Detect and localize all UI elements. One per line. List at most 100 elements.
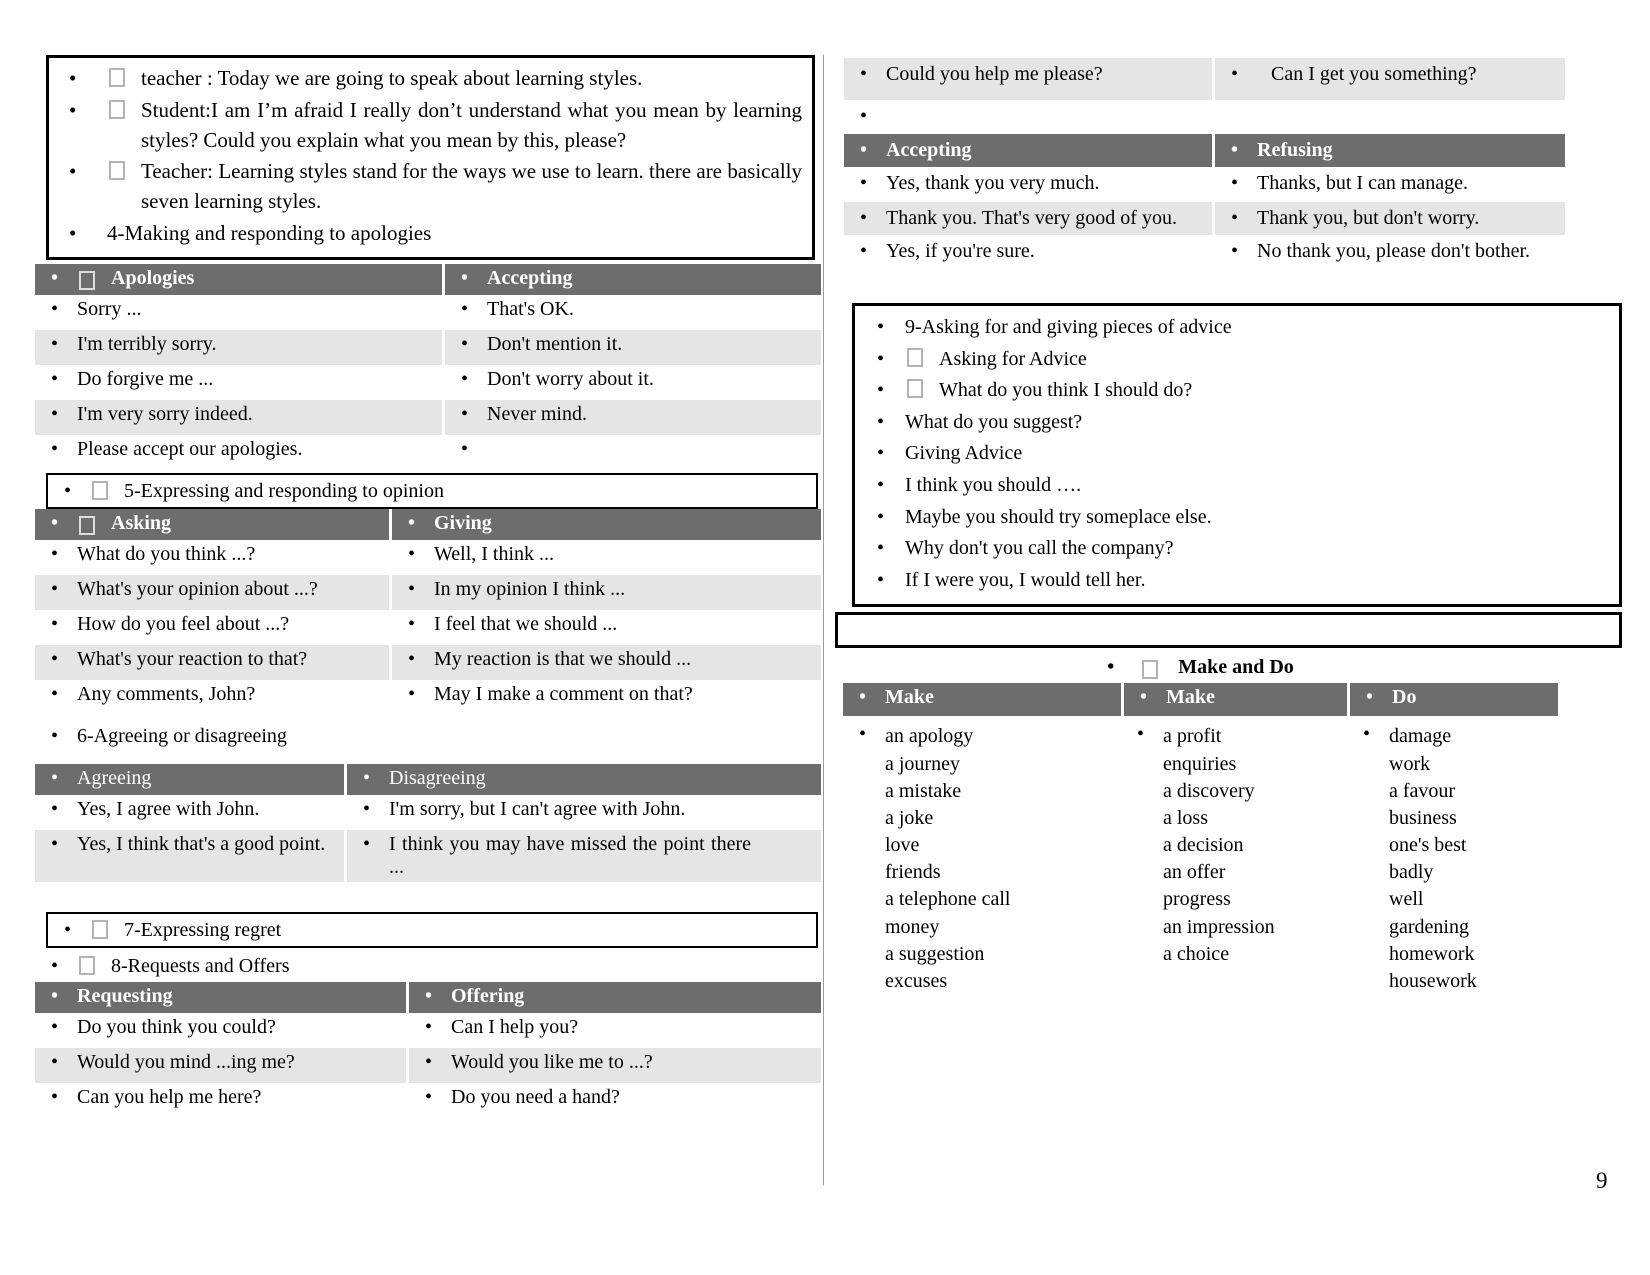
bullet-icon (392, 512, 434, 535)
table-row: Please accept our apologies. (35, 434, 821, 470)
list-item: Teacher: Learning styles stand for the w… (49, 157, 802, 217)
checkbox-icon (907, 379, 923, 399)
table-cell: Can you help me here? (35, 1083, 406, 1118)
bullet-icon (1215, 172, 1257, 195)
column-header: Do (1392, 686, 1417, 709)
header-cell: Disagreeing (344, 763, 755, 795)
list-item: What do you think I should do? (855, 375, 1619, 407)
bullet-icon (35, 368, 77, 391)
bullet-icon (1215, 207, 1257, 230)
bullet-icon (1215, 240, 1257, 263)
table-cell: That's OK. (442, 294, 753, 330)
bullet-icon (844, 240, 886, 263)
checkbox-icon (1142, 660, 1159, 680)
table-cell: a profit enquiries a discovery a loss a … (1121, 720, 1347, 998)
table-cell: Can I get you something? (1212, 58, 1565, 100)
table-cell: Yes, thank you very much. (844, 167, 1212, 202)
table-cell: Sorry ... (35, 295, 442, 330)
table-row: How do you feel about ...? I feel that w… (35, 609, 821, 645)
table-row: Sorry ... That's OK. (35, 294, 821, 330)
table-cell: Don't mention it. (442, 329, 753, 365)
right-column: Could you help me please? Can I get you … (826, 58, 1650, 998)
list-item: Giving Advice (855, 438, 1619, 470)
table-row: Any comments, John? May I make a comment… (35, 679, 821, 715)
table-row: Can you help me here? Do you need a hand… (35, 1082, 821, 1118)
column-header: Make (1166, 686, 1215, 709)
bullet-icon (35, 1016, 77, 1039)
bullet-icon (35, 298, 77, 321)
section-5-box: 5-Expressing and responding to opinion (46, 472, 818, 509)
bullet-icon (409, 1016, 451, 1039)
table-cell: Any comments, John? (35, 680, 389, 715)
bullet-icon (35, 722, 77, 750)
make-list-2: a profit enquiries a discovery a loss a … (1163, 725, 1275, 965)
column-header: Refusing (1257, 139, 1333, 161)
bullet-icon (844, 207, 886, 230)
bullet-icon (35, 767, 77, 790)
column-header: Make (885, 686, 934, 709)
table-cell: Thanks, but I can manage. (1212, 167, 1565, 202)
table-row: What do you think ...? Well, I think ... (35, 539, 821, 575)
table-header-row: Requesting Offering (35, 981, 821, 1013)
make-list-1: an apology a journey a mistake a joke lo… (885, 725, 1011, 993)
table-cell: Don't worry about it. (442, 364, 753, 400)
section-title: 5-Expressing and responding to opinion (124, 479, 444, 502)
table-cell: What do you think ...? (35, 540, 389, 575)
checkbox-icon (907, 347, 923, 367)
checkbox-icon (79, 955, 95, 975)
bullet-icon (49, 219, 107, 249)
bullet-icon (445, 403, 487, 426)
table-cell: Do you need a hand? (406, 1082, 757, 1118)
table-cell: I think you may have missed the point th… (344, 829, 755, 882)
bullet-icon (843, 686, 885, 709)
table-cell: damage work a favour business one's best… (1347, 720, 1558, 998)
section-8-line: 8-Requests and Offers (35, 952, 821, 980)
bullet-icon (48, 916, 90, 944)
bullet-icon (49, 157, 107, 187)
table-cell: My reaction is that we should ... (389, 644, 757, 680)
bullet-icon (35, 1086, 77, 1109)
bullet-icon (855, 438, 905, 470)
header-cell: Do (1347, 683, 1558, 717)
list-item: What do you suggest? (855, 407, 1619, 439)
table-row: Yes, I think that's a good point. I thin… (35, 829, 821, 882)
checkbox-icon (109, 68, 125, 87)
bullet-icon (445, 267, 487, 290)
bullet-icon (392, 543, 434, 566)
table-row: an apology a journey a mistake a joke lo… (843, 716, 1558, 998)
make-do-table: Make Make Do an apology a journey a mist… (843, 683, 1558, 998)
bullet-icon (35, 267, 77, 290)
page-number: 9 (1596, 1168, 1608, 1193)
table-cell: I'm terribly sorry. (35, 330, 442, 365)
list-item: 5-Expressing and responding to opinion (48, 477, 816, 505)
bullet-icon (1124, 686, 1166, 709)
checkbox-icon (92, 919, 108, 939)
bullet-icon (445, 438, 487, 461)
bullet-icon (35, 1051, 77, 1074)
table-row: Do forgive me ... Don't worry about it. (35, 364, 821, 400)
column-header: Requesting (77, 984, 173, 1007)
table-cell: I feel that we should ... (389, 609, 757, 645)
table-cell: Do you think you could? (35, 1013, 406, 1048)
bullet-icon (843, 723, 885, 746)
list-item: Why don't you call the company? (855, 533, 1619, 565)
do-list: damage work a favour business one's best… (1389, 725, 1477, 993)
column-header: Accepting (487, 266, 573, 289)
bullet-icon (49, 64, 107, 94)
list-item: If I were you, I would tell her. (855, 565, 1619, 597)
left-column: teacher : Today we are going to speak ab… (35, 55, 821, 1118)
table-cell: I'm very sorry indeed. (35, 400, 442, 435)
bullet-icon (409, 1051, 451, 1074)
header-cell: Make (1121, 683, 1347, 717)
table-row: Could you help me please? Can I get you … (844, 58, 1565, 100)
table-cell: Yes, if you're sure. (844, 235, 1212, 297)
table-header-row: Apologies Accepting (35, 263, 821, 295)
bullet-icon (35, 833, 77, 856)
table-cell: Thank you, but don't worry. (1212, 202, 1565, 235)
table-cell: In my opinion I think ... (389, 574, 757, 610)
table-cell: Never mind. (442, 399, 753, 435)
bullet-icon (35, 333, 77, 356)
bullet-icon (35, 438, 77, 461)
checkbox-icon (109, 99, 125, 119)
